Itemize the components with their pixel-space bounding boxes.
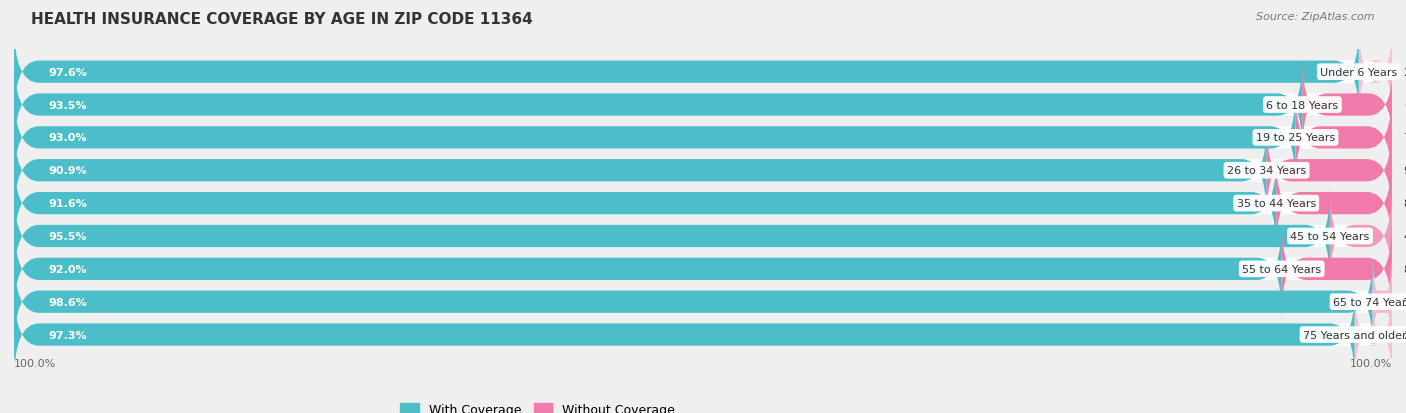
Text: 35 to 44 Years: 35 to 44 Years xyxy=(1236,199,1316,209)
Text: 65 to 74 Years: 65 to 74 Years xyxy=(1333,297,1406,307)
FancyBboxPatch shape xyxy=(14,90,1392,186)
Text: 92.0%: 92.0% xyxy=(48,264,87,274)
Text: 2.4%: 2.4% xyxy=(1403,67,1406,78)
FancyBboxPatch shape xyxy=(1355,287,1392,382)
Text: Source: ZipAtlas.com: Source: ZipAtlas.com xyxy=(1257,12,1375,22)
Text: 75 Years and older: 75 Years and older xyxy=(1303,330,1406,340)
Text: 98.6%: 98.6% xyxy=(48,297,87,307)
Legend: With Coverage, Without Coverage: With Coverage, Without Coverage xyxy=(395,398,681,413)
Text: 100.0%: 100.0% xyxy=(1350,358,1392,368)
Text: 4.5%: 4.5% xyxy=(1403,231,1406,241)
Text: 90.9%: 90.9% xyxy=(48,166,87,176)
FancyBboxPatch shape xyxy=(14,90,1295,186)
Text: 7.0%: 7.0% xyxy=(1403,133,1406,143)
FancyBboxPatch shape xyxy=(14,254,1372,350)
FancyBboxPatch shape xyxy=(14,123,1267,219)
FancyBboxPatch shape xyxy=(1277,156,1392,252)
Text: 19 to 25 Years: 19 to 25 Years xyxy=(1256,133,1336,143)
FancyBboxPatch shape xyxy=(1282,221,1392,317)
Text: 8.0%: 8.0% xyxy=(1403,264,1406,274)
Text: 45 to 54 Years: 45 to 54 Years xyxy=(1291,231,1369,241)
FancyBboxPatch shape xyxy=(1267,123,1392,219)
Text: 6 to 18 Years: 6 to 18 Years xyxy=(1267,100,1339,110)
FancyBboxPatch shape xyxy=(14,25,1392,120)
FancyBboxPatch shape xyxy=(1302,57,1393,153)
Text: 91.6%: 91.6% xyxy=(48,199,87,209)
FancyBboxPatch shape xyxy=(14,189,1392,284)
FancyBboxPatch shape xyxy=(14,221,1392,317)
FancyBboxPatch shape xyxy=(14,287,1355,382)
FancyBboxPatch shape xyxy=(14,123,1392,219)
Text: 2.7%: 2.7% xyxy=(1403,330,1406,340)
Text: 100.0%: 100.0% xyxy=(14,358,56,368)
FancyBboxPatch shape xyxy=(1358,25,1392,120)
Text: 26 to 34 Years: 26 to 34 Years xyxy=(1227,166,1306,176)
Text: 97.6%: 97.6% xyxy=(48,67,87,78)
Text: HEALTH INSURANCE COVERAGE BY AGE IN ZIP CODE 11364: HEALTH INSURANCE COVERAGE BY AGE IN ZIP … xyxy=(31,12,533,27)
FancyBboxPatch shape xyxy=(14,57,1392,153)
FancyBboxPatch shape xyxy=(14,25,1358,120)
Text: 1.4%: 1.4% xyxy=(1403,297,1406,307)
FancyBboxPatch shape xyxy=(14,287,1392,382)
FancyBboxPatch shape xyxy=(14,189,1330,284)
Text: 93.5%: 93.5% xyxy=(48,100,87,110)
FancyBboxPatch shape xyxy=(14,57,1302,153)
FancyBboxPatch shape xyxy=(1330,189,1392,284)
Text: 9.1%: 9.1% xyxy=(1403,166,1406,176)
FancyBboxPatch shape xyxy=(14,156,1392,252)
FancyBboxPatch shape xyxy=(1295,90,1392,186)
Text: 93.0%: 93.0% xyxy=(48,133,87,143)
Text: 95.5%: 95.5% xyxy=(48,231,87,241)
Text: Under 6 Years: Under 6 Years xyxy=(1320,67,1398,78)
Text: 8.4%: 8.4% xyxy=(1403,199,1406,209)
FancyBboxPatch shape xyxy=(14,221,1282,317)
FancyBboxPatch shape xyxy=(14,254,1392,350)
Text: 55 to 64 Years: 55 to 64 Years xyxy=(1241,264,1322,274)
FancyBboxPatch shape xyxy=(14,156,1277,252)
FancyBboxPatch shape xyxy=(1367,254,1398,350)
Text: 6.6%: 6.6% xyxy=(1405,100,1406,110)
Text: 97.3%: 97.3% xyxy=(48,330,87,340)
